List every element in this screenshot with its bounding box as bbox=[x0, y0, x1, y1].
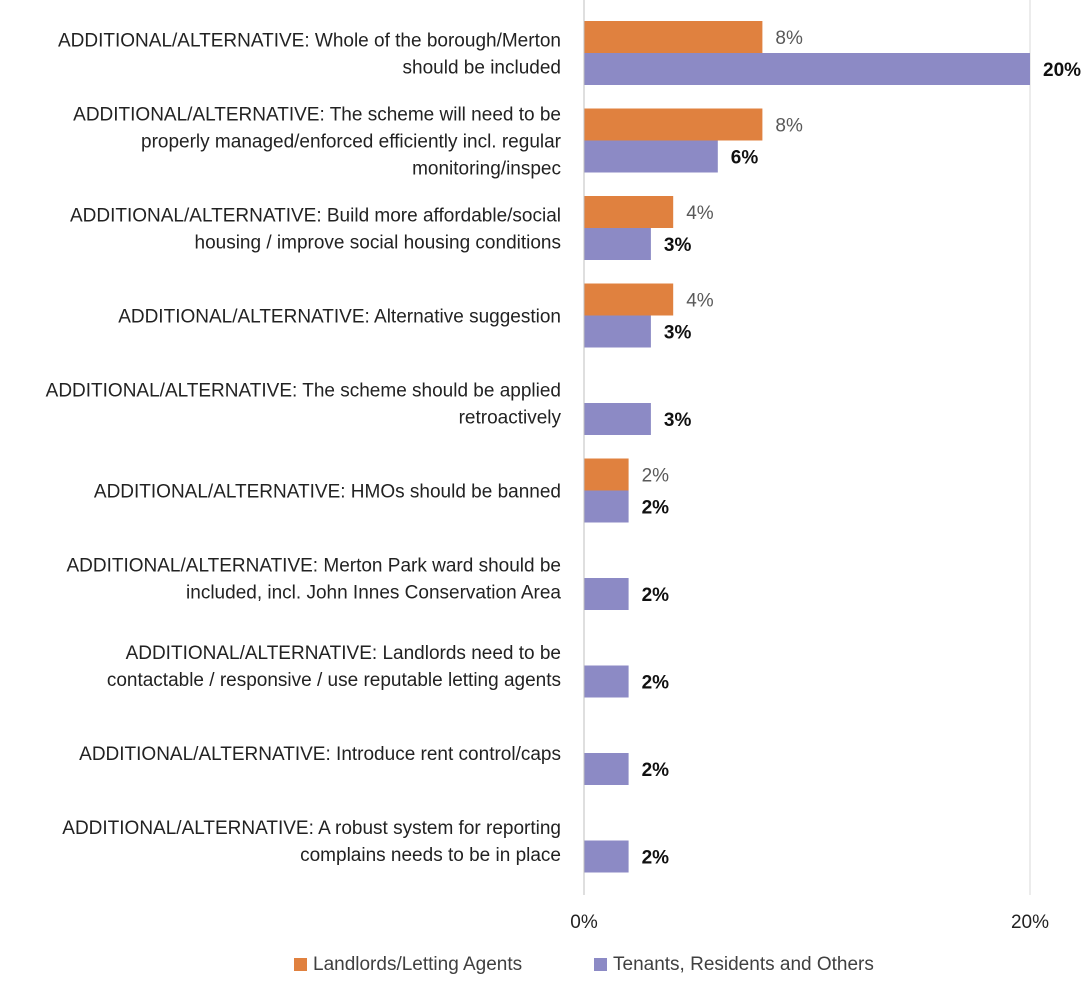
bar-landlords bbox=[584, 283, 674, 316]
category-label: ADDITIONAL/ALTERNATIVE: Alternative sugg… bbox=[118, 307, 561, 328]
legend-label-landlords: Landlords/Letting Agents bbox=[313, 954, 522, 975]
bar-tenants bbox=[584, 53, 1030, 85]
category-label: ADDITIONAL/ALTERNATIVE: Merton Park ward… bbox=[66, 556, 561, 577]
x-tick-label: 0% bbox=[570, 912, 598, 933]
bar-tenants bbox=[584, 490, 629, 523]
bar-tenants bbox=[584, 578, 629, 610]
category-label: ADDITIONAL/ALTERNATIVE: Landlords need t… bbox=[126, 643, 561, 664]
data-label-landlords: 8% bbox=[775, 116, 803, 137]
data-label-tenants: 3% bbox=[664, 323, 692, 344]
data-label-tenants: 2% bbox=[642, 760, 670, 781]
category-label: ADDITIONAL/ALTERNATIVE: HMOs should be b… bbox=[94, 482, 561, 503]
bar-tenants bbox=[584, 228, 651, 260]
data-label-tenants: 2% bbox=[642, 673, 670, 694]
category-label: ADDITIONAL/ALTERNATIVE: Whole of the bor… bbox=[58, 31, 561, 52]
data-label-tenants: 2% bbox=[642, 585, 670, 606]
legend-swatch-landlords bbox=[294, 958, 307, 971]
category-label: monitoring/inspec bbox=[412, 159, 561, 180]
data-label-landlords: 4% bbox=[686, 203, 714, 224]
category-label: ADDITIONAL/ALTERNATIVE: The scheme shoul… bbox=[46, 381, 561, 402]
data-label-tenants: 2% bbox=[642, 498, 670, 519]
category-label: complains needs to be in place bbox=[300, 845, 561, 866]
legend-swatch-tenants bbox=[594, 958, 607, 971]
x-tick-label: 20% bbox=[1011, 912, 1049, 933]
category-label: ADDITIONAL/ALTERNATIVE: A robust system … bbox=[62, 818, 561, 839]
category-label: retroactively bbox=[459, 408, 562, 429]
bar-tenants bbox=[584, 403, 651, 435]
bar-tenants bbox=[584, 315, 651, 348]
data-label-landlords: 2% bbox=[642, 466, 670, 487]
data-label-tenants: 20% bbox=[1043, 60, 1081, 81]
bar-tenants bbox=[584, 665, 629, 698]
category-label: properly managed/enforced efficiently in… bbox=[141, 132, 562, 153]
data-label-tenants: 2% bbox=[642, 848, 670, 869]
category-label: ADDITIONAL/ALTERNATIVE: Introduce rent c… bbox=[79, 744, 561, 765]
data-label-landlords: 8% bbox=[775, 28, 803, 49]
data-label-tenants: 3% bbox=[664, 235, 692, 256]
category-label: contactable / responsive / use reputable… bbox=[107, 670, 561, 691]
category-label: housing / improve social housing conditi… bbox=[195, 233, 562, 254]
bar-landlords bbox=[584, 458, 629, 491]
bar-landlords bbox=[584, 108, 763, 141]
bar-tenants bbox=[584, 140, 718, 173]
data-label-tenants: 6% bbox=[731, 148, 759, 169]
legend-label-tenants: Tenants, Residents and Others bbox=[613, 954, 874, 975]
bar-landlords bbox=[584, 21, 763, 53]
data-label-tenants: 3% bbox=[664, 410, 692, 431]
bar-tenants bbox=[584, 840, 629, 873]
bar-landlords bbox=[584, 196, 674, 228]
bar-tenants bbox=[584, 753, 629, 785]
data-label-landlords: 4% bbox=[686, 291, 714, 312]
category-label: should be included bbox=[403, 58, 561, 79]
category-label: ADDITIONAL/ALTERNATIVE: Build more affor… bbox=[70, 206, 561, 227]
category-label: ADDITIONAL/ALTERNATIVE: The scheme will … bbox=[73, 105, 561, 126]
category-label: included, incl. John Innes Conservation … bbox=[186, 583, 561, 604]
